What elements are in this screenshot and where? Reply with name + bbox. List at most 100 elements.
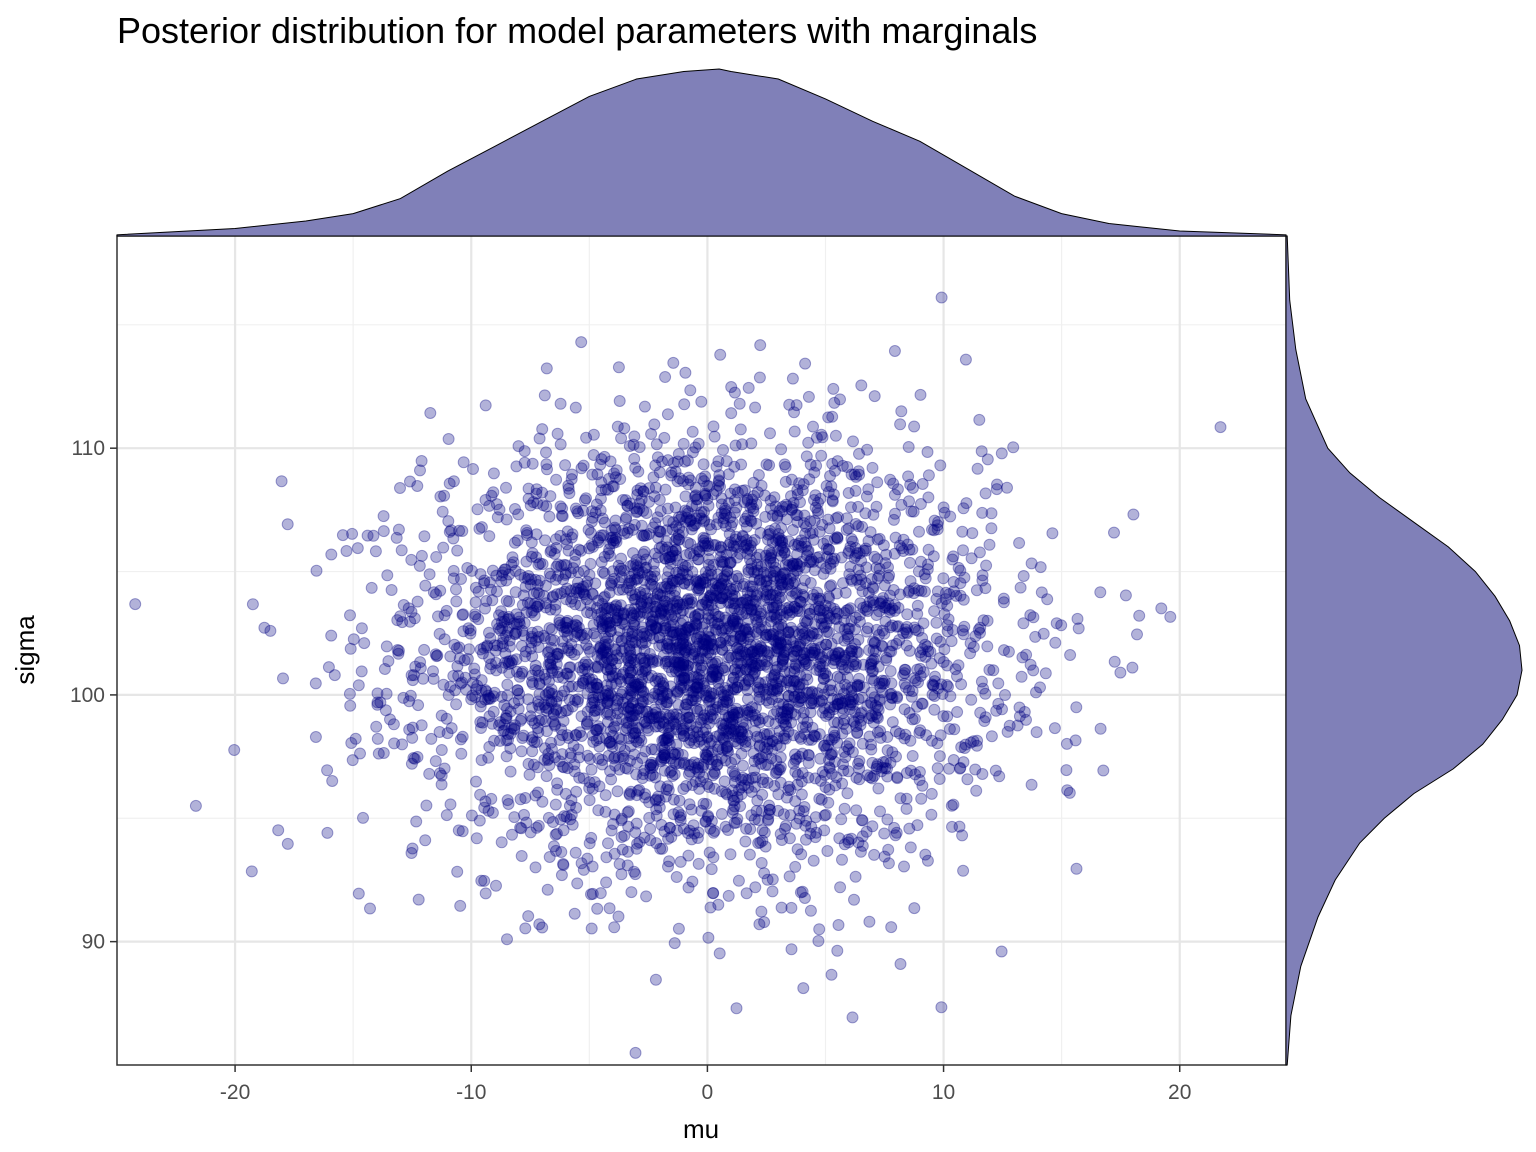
scatter-point bbox=[549, 798, 562, 811]
scatter-point bbox=[654, 525, 667, 538]
scatter-point bbox=[1024, 609, 1037, 622]
scatter-point bbox=[712, 610, 725, 623]
scatter-point bbox=[859, 507, 872, 520]
scatter-point bbox=[797, 982, 810, 995]
scatter-point bbox=[469, 610, 482, 623]
scatter-point bbox=[952, 659, 965, 672]
scatter-point bbox=[451, 544, 464, 557]
scatter-point bbox=[776, 654, 789, 667]
scatter-point bbox=[708, 782, 721, 795]
scatter-point bbox=[498, 718, 511, 731]
scatter-point bbox=[585, 701, 598, 714]
scatter-point bbox=[830, 587, 843, 600]
scatter-point bbox=[681, 664, 694, 677]
scatter-point bbox=[935, 1001, 948, 1014]
scatter-point bbox=[560, 624, 573, 637]
scatter-point bbox=[760, 458, 773, 471]
scatter-point bbox=[599, 789, 612, 802]
scatter-point bbox=[655, 606, 668, 619]
scatter-point bbox=[935, 597, 948, 610]
scatter-point bbox=[529, 861, 542, 874]
scatter-point bbox=[885, 921, 898, 934]
scatter-point bbox=[526, 731, 539, 744]
scatter-point bbox=[800, 669, 813, 682]
scatter-point bbox=[974, 706, 987, 719]
scatter-point bbox=[779, 819, 792, 832]
scatter-point bbox=[774, 740, 787, 753]
scatter-point bbox=[813, 923, 826, 936]
scatter-point bbox=[580, 492, 592, 505]
scatter-point bbox=[596, 566, 609, 578]
scatter-point bbox=[1060, 764, 1073, 777]
scatter-point bbox=[733, 642, 746, 655]
scatter-point bbox=[1108, 526, 1120, 539]
scatter-point bbox=[680, 712, 693, 725]
scatter-point bbox=[692, 761, 705, 774]
scatter-point bbox=[793, 681, 806, 694]
scatter-point bbox=[1050, 617, 1063, 630]
scatter-point bbox=[854, 719, 867, 731]
scatter-point bbox=[690, 574, 703, 586]
scatter-point bbox=[854, 569, 867, 582]
scatter-point bbox=[881, 744, 894, 757]
scatter-point bbox=[852, 465, 865, 478]
scatter-point bbox=[749, 401, 762, 414]
scatter-point bbox=[444, 680, 457, 693]
scatter-point bbox=[377, 525, 390, 538]
scatter-point bbox=[689, 694, 702, 707]
scatter-point bbox=[556, 760, 569, 773]
scatter-point bbox=[440, 712, 453, 725]
scatter-point bbox=[787, 625, 800, 638]
scatter-point bbox=[838, 746, 851, 758]
scatter-point bbox=[658, 825, 671, 838]
scatter-point bbox=[703, 846, 716, 859]
scatter-point bbox=[922, 543, 935, 556]
scatter-point bbox=[385, 584, 398, 596]
scatter-point bbox=[605, 824, 618, 837]
scatter-point bbox=[985, 730, 998, 743]
scatter-point bbox=[785, 681, 797, 694]
x-tick-label: 0 bbox=[702, 1081, 714, 1104]
scatter-point bbox=[683, 597, 696, 610]
scatter-point bbox=[674, 682, 687, 695]
scatter-point bbox=[322, 661, 335, 674]
scatter-point bbox=[1164, 610, 1177, 623]
scatter-point bbox=[645, 743, 658, 756]
scatter-point bbox=[1131, 628, 1143, 641]
scatter-point bbox=[673, 513, 686, 526]
scatter-point bbox=[745, 498, 758, 511]
scatter-point bbox=[874, 597, 887, 610]
scatter-point bbox=[551, 427, 564, 440]
scatter-point bbox=[668, 748, 681, 761]
scatter-point bbox=[447, 475, 460, 488]
scatter-point bbox=[479, 399, 492, 412]
scatter-point bbox=[554, 438, 567, 451]
scatter-point bbox=[697, 797, 710, 810]
scatter-point bbox=[840, 512, 853, 525]
scatter-point bbox=[453, 652, 466, 665]
scatter-point bbox=[644, 762, 657, 775]
scatter-point bbox=[440, 604, 453, 617]
scatter-point bbox=[755, 905, 768, 918]
scatter-point bbox=[878, 601, 891, 614]
scatter-point bbox=[693, 782, 706, 795]
scatter-point bbox=[941, 710, 954, 723]
scatter-point bbox=[758, 489, 771, 502]
scatter-point bbox=[645, 619, 658, 632]
scatter-point bbox=[629, 1046, 642, 1059]
scatter-point bbox=[572, 743, 585, 756]
scatter-point bbox=[796, 484, 809, 497]
scatter-point bbox=[558, 810, 571, 823]
scatter-point bbox=[581, 715, 594, 728]
scatter-point bbox=[957, 502, 970, 515]
scatter-point bbox=[873, 569, 886, 582]
scatter-point bbox=[752, 814, 765, 826]
scatter-point bbox=[908, 902, 921, 915]
scatter-point bbox=[606, 565, 619, 578]
scatter-point bbox=[516, 732, 529, 744]
scatter-point bbox=[750, 498, 763, 511]
scatter-point bbox=[630, 553, 643, 566]
scatter-point bbox=[825, 637, 838, 650]
scatter-point bbox=[636, 630, 649, 643]
scatter-point bbox=[849, 660, 862, 673]
